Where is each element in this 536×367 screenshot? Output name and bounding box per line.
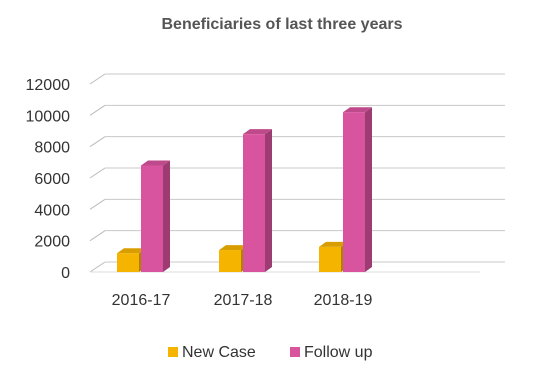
y-tick-label: 4000 [34, 202, 70, 219]
legend-swatch [290, 347, 300, 357]
bar-front [343, 112, 365, 272]
bar-front [219, 250, 241, 272]
chart-title: Beneficiaries of last three years [161, 16, 402, 33]
bar-follow-up [243, 129, 272, 272]
bar-top [141, 160, 170, 166]
legend-label: New Case [182, 344, 256, 361]
bar-front [243, 134, 265, 272]
y-tick-label: 10000 [26, 108, 71, 125]
grid-line-stub [89, 261, 106, 273]
y-axis-ticks: 0 2000 4000 6000 8000 10000 12000 [26, 77, 71, 282]
legend-label: Follow up [304, 344, 373, 361]
legend: New Case Follow up [168, 344, 373, 361]
grid-line-stub [89, 73, 106, 85]
bar-front [117, 253, 139, 272]
grid-lines [89, 73, 505, 273]
bar-front [141, 165, 163, 272]
bar-top [343, 107, 372, 113]
x-axis-categories: 2016-17 2017-18 2018-19 [112, 292, 373, 309]
x-category-label: 2018-19 [314, 292, 373, 309]
bar-top [319, 241, 348, 247]
y-tick-label: 12000 [26, 77, 71, 94]
y-tick-label: 0 [61, 265, 70, 282]
bar-top [243, 129, 272, 135]
x-category-label: 2017-18 [214, 292, 273, 309]
bars [117, 107, 372, 272]
bar-front [319, 246, 341, 272]
bar-top [219, 245, 248, 251]
bar-follow-up [343, 107, 372, 272]
bar-side [265, 129, 272, 272]
y-tick-label: 8000 [34, 140, 70, 157]
grid-line-stub [89, 167, 106, 179]
legend-swatch [168, 347, 178, 357]
grid-line-stub [89, 230, 106, 242]
y-tick-label: 6000 [34, 171, 70, 188]
bar-side [163, 160, 170, 272]
grid-line-stub [89, 136, 106, 148]
y-tick-label: 2000 [34, 234, 70, 251]
grid-line-stub [89, 198, 106, 210]
grid-line-stub [89, 104, 106, 116]
bar-side [365, 107, 372, 272]
bar-follow-up [141, 160, 170, 272]
x-category-label: 2016-17 [112, 292, 171, 309]
bar-top [117, 248, 146, 254]
